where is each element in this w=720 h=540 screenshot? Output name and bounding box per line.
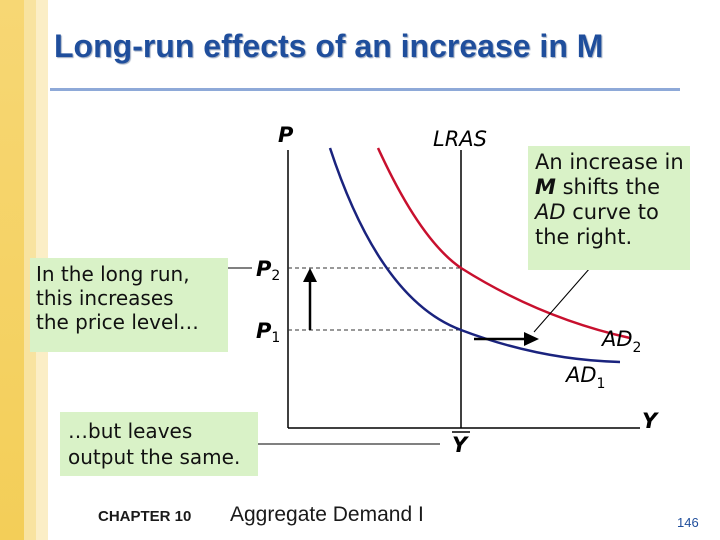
callout-price-level: In the long run, this increases the pric…	[30, 258, 228, 352]
ybar-label: Y	[452, 433, 469, 457]
ad2-label: AD2	[600, 327, 641, 356]
callout-ad-shift: An increase in M shifts the AD curve to …	[528, 146, 690, 270]
callout-text: the right.	[535, 225, 633, 249]
callout-text: In the long run,	[36, 262, 190, 286]
callout-text: the price level…	[36, 310, 199, 334]
callout-text: AD curve to	[535, 200, 659, 224]
lras-label: LRAS	[433, 127, 487, 151]
callout-text: M shifts the	[535, 175, 661, 199]
ad2-curve	[376, 147, 631, 340]
ad-shift-arrow-head	[524, 332, 539, 346]
slide-title: Long-run effects of an increase in M	[54, 28, 604, 64]
footer-chapter: CHAPTER 10	[98, 508, 192, 525]
decorative-stripe	[0, 0, 24, 540]
y-axis-label: P	[278, 123, 294, 147]
ad1-curve	[328, 147, 621, 364]
callout-text: this increases	[36, 286, 174, 310]
x-axis-label: Y	[642, 409, 659, 433]
callout-pointer-line	[533, 267, 591, 333]
footer-book-title: Aggregate Demand I	[230, 503, 424, 526]
page-number: 146	[677, 515, 699, 530]
p1-label: P1	[256, 319, 280, 346]
callout-text: output the same.	[68, 445, 241, 469]
callout-text: …but leaves	[68, 419, 193, 443]
p2-label: P2	[256, 257, 280, 284]
callout-text: An increase in	[535, 150, 684, 174]
callout-output-same: …but leaves output the same.	[60, 412, 258, 476]
ad1-label: AD1	[564, 363, 605, 392]
title-underline	[50, 88, 680, 91]
price-rise-arrow-head	[303, 268, 317, 282]
